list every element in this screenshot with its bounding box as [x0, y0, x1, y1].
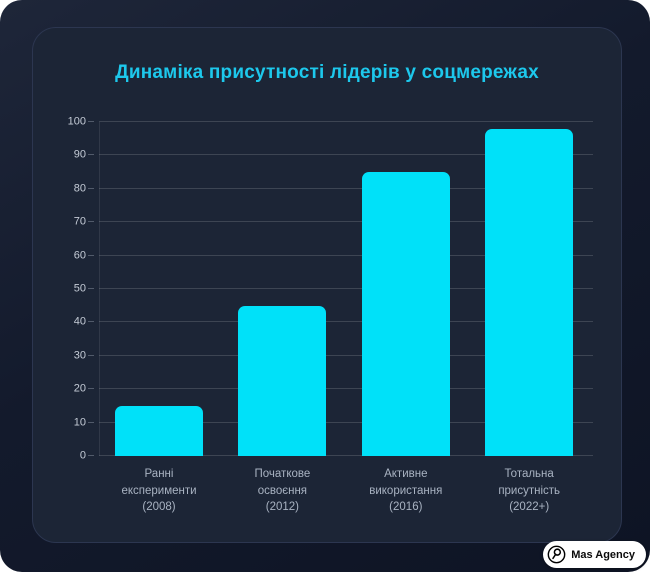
- y-axis-tick-label: 90: [73, 148, 86, 161]
- badge-label: Mas Agency: [571, 548, 635, 561]
- y-axis-tick: [88, 121, 94, 122]
- x-axis-label: Початкове освоєння (2012): [254, 468, 311, 514]
- y-axis-tick-label: 10: [73, 416, 86, 429]
- gridline: [99, 154, 593, 156]
- y-axis-tick: [88, 388, 94, 390]
- bar: [115, 405, 203, 456]
- y-axis-tick: [88, 421, 94, 423]
- x-axis-label: Ранні експерименти (2008): [121, 468, 197, 514]
- mas-agency-badge[interactable]: Mas Agency: [543, 541, 646, 568]
- y-axis-tick-label: 100: [67, 115, 86, 128]
- y-axis-tick-label: 30: [73, 349, 86, 362]
- y-axis-tick: [88, 455, 94, 456]
- y-axis-tick: [88, 221, 94, 223]
- y-axis-tick-label: 80: [73, 182, 86, 195]
- plot-area: 0 10 20 30 40 50 60 70 80 90 100 Ранні експерименти…: [68, 116, 593, 513]
- gridline: [99, 187, 593, 189]
- x-axis-label: Тотальна присутність (2022+): [498, 468, 561, 514]
- gridline: [99, 221, 593, 223]
- gridline: [99, 254, 593, 256]
- chart-title: Динаміка присутності лідерів у соцмережа…: [115, 62, 539, 83]
- bar: [485, 128, 574, 456]
- x-axis-label: Активне використання (2016): [369, 468, 443, 514]
- y-axis-tick: [88, 288, 94, 289]
- gridline: [99, 321, 593, 323]
- gridline: [99, 354, 593, 356]
- y-axis-tick-label: 60: [73, 249, 86, 262]
- y-axis-tick-label: 50: [73, 282, 86, 295]
- y-axis-tick-label: 20: [73, 382, 86, 395]
- gridline: [99, 388, 593, 390]
- gridline: [99, 421, 593, 423]
- y-axis-tick: [88, 154, 94, 156]
- y-axis-tick: [88, 187, 94, 189]
- y-axis-tick: [88, 321, 94, 323]
- y-axis-tick-label: 0: [79, 449, 86, 462]
- y-axis-line: [99, 122, 100, 456]
- gridline: [99, 288, 593, 289]
- y-axis-tick-label: 70: [73, 215, 86, 228]
- bar: [238, 305, 327, 456]
- y-axis-tick: [88, 254, 94, 256]
- gridline: [99, 455, 593, 456]
- y-axis-tick-label: 40: [73, 315, 86, 328]
- mas-agency-logo-icon: [547, 545, 566, 564]
- y-axis-tick: [88, 354, 94, 356]
- gridline: [99, 121, 593, 122]
- chart-card: Динаміка присутності лідерів у соцмережа…: [32, 27, 622, 543]
- bar: [361, 172, 450, 456]
